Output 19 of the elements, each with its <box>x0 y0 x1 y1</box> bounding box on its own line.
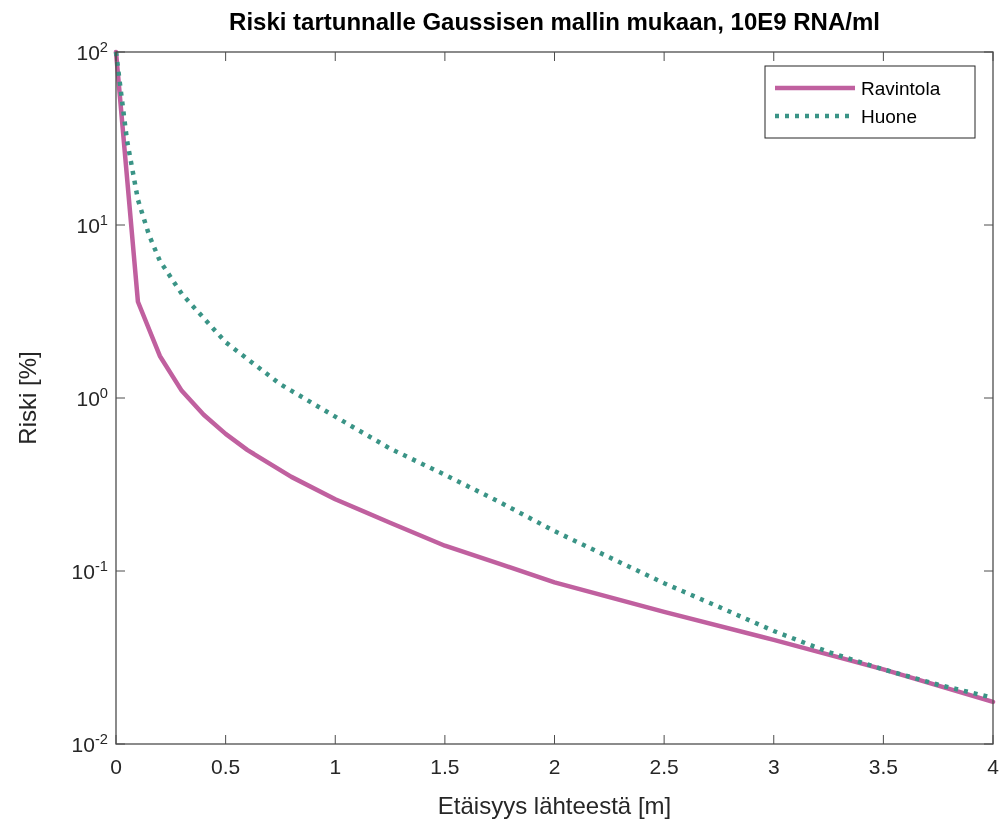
y-tick-label: 10$^{2}$ <box>76 39 108 64</box>
chart-title: Riski tartunnalle Gaussisen mallin mukaan, 10E9 RNA/ml <box>229 8 880 35</box>
x-axis-title: Etäisyys lähteestä [m] <box>437 792 672 819</box>
x-tick-label: 0 <box>110 755 122 778</box>
x-tick-label: 1.5 <box>430 755 460 778</box>
y-axis-title: Riski [%] <box>14 351 41 445</box>
x-tick-label: 4 <box>987 755 1000 778</box>
legend-label: Ravintola <box>861 78 941 99</box>
x-tick-label: 0.5 <box>211 755 241 778</box>
x-tick-label: 3 <box>767 755 780 778</box>
x-tick-label: 2.5 <box>649 755 679 778</box>
y-tick-label: 10$^{-1}$ <box>71 558 108 583</box>
x-tick-label: 3.5 <box>868 755 898 778</box>
x-tick-label: 2 <box>548 755 561 778</box>
y-tick-label: 10$^{1}$ <box>76 212 108 237</box>
y-tick-label: 10$^{-2}$ <box>71 731 108 756</box>
x-tick-label: 1 <box>329 755 342 778</box>
y-tick-label: 10$^{0}$ <box>76 385 108 410</box>
legend-label: Huone <box>861 106 917 127</box>
